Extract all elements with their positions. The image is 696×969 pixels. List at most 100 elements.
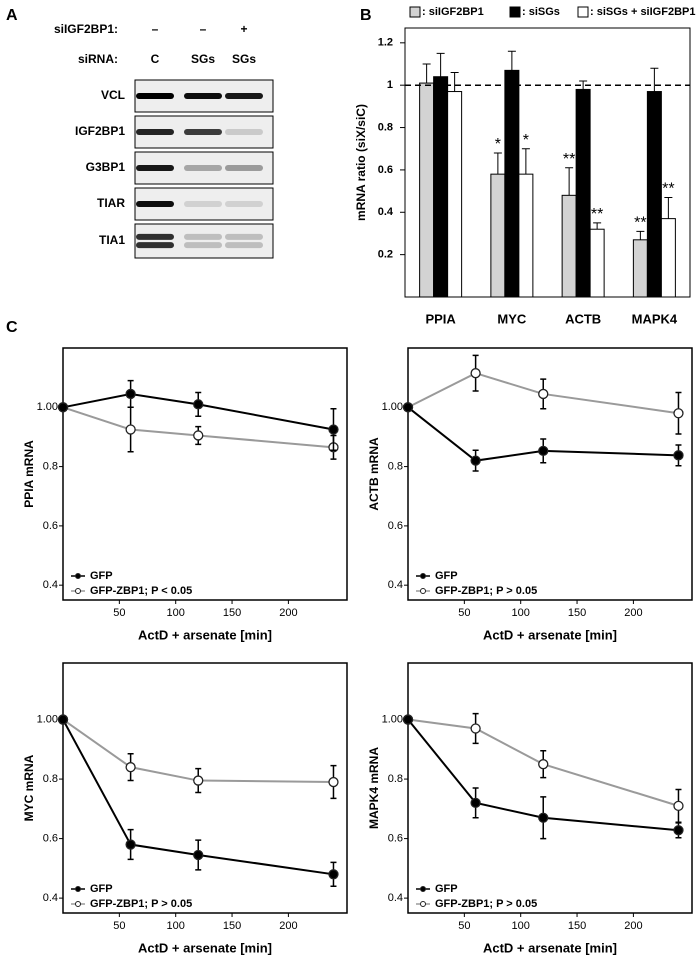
y-tick-label: 0.8 [43, 460, 58, 472]
legend-marker [420, 901, 426, 907]
blot-band [225, 129, 263, 135]
bar [575, 88, 591, 298]
blot-strip [134, 223, 274, 259]
point [538, 812, 549, 823]
error-bar [450, 71, 459, 92]
point [470, 455, 481, 466]
blot-band [136, 165, 174, 171]
bar [660, 218, 676, 298]
legend-label: : siIGF2BP1 [422, 6, 484, 18]
point [673, 800, 684, 812]
blot-band [184, 233, 222, 240]
legend-label: GFP [435, 883, 458, 895]
blot-band [184, 93, 222, 99]
blot-header-label: siIGF2BP1: [54, 22, 118, 36]
blot-lane-label: C [151, 52, 160, 66]
y-tick-label: 0.4 [43, 579, 58, 591]
point [125, 388, 136, 400]
error-bar [507, 50, 516, 71]
series-line [407, 718, 679, 807]
panel-label: B [360, 7, 372, 24]
point [470, 368, 481, 379]
blot-band [225, 165, 263, 171]
blot-band [225, 201, 263, 207]
blot-lane-label: SGs [232, 52, 256, 66]
x-tick-label: 100 [167, 920, 185, 932]
series-line [62, 719, 334, 876]
blot-band [225, 93, 263, 99]
point [125, 424, 136, 435]
error-bar [436, 52, 445, 77]
y-tick-label: 0.6 [388, 520, 403, 532]
legend-label: GFP [90, 570, 113, 582]
y-axis-label: MYC mRNA [22, 754, 36, 821]
legend-swatch [577, 6, 589, 18]
error-bar [593, 222, 602, 230]
point [470, 723, 481, 734]
point [328, 424, 339, 435]
point [125, 839, 136, 850]
significance: ** [662, 181, 674, 198]
plot-frame [407, 662, 693, 914]
x-tick-label: 200 [279, 607, 297, 619]
y-tick-label: 0.8 [388, 773, 403, 785]
series-line [62, 406, 334, 449]
blot-band [136, 129, 174, 135]
x-tick-label: PPIA [425, 311, 456, 326]
blot-row-label: TIAR [97, 196, 125, 210]
x-tick-label: 150 [223, 607, 241, 619]
legend-label: GFP-ZBP1; P > 0.05 [435, 898, 537, 910]
legend-marker [75, 886, 81, 892]
blot-lane-label: SGs [191, 52, 215, 66]
blot-lane-label: – [200, 22, 207, 36]
y-tick-label: 1.00 [382, 713, 403, 725]
x-tick-label: 50 [458, 920, 470, 932]
x-tick-label: 50 [113, 920, 125, 932]
legend-label: GFP [90, 883, 113, 895]
y-tick-label: 0.6 [43, 520, 58, 532]
x-tick-label: 50 [113, 607, 125, 619]
point [673, 825, 684, 836]
blot-row-label: TIA1 [99, 233, 125, 247]
point [470, 797, 481, 809]
x-tick-label: MYC [497, 311, 527, 326]
blot-lane-label: + [240, 22, 247, 36]
blot-band [184, 165, 222, 171]
legend-label: GFP-ZBP1; P > 0.05 [90, 898, 192, 910]
x-tick-label: 100 [167, 607, 185, 619]
x-tick-label: 150 [223, 920, 241, 932]
x-tick-label: 200 [279, 920, 297, 932]
y-tick-label: 0.6 [378, 164, 393, 176]
blot-band [184, 201, 222, 207]
series-line [62, 392, 334, 431]
bar [447, 91, 463, 298]
point [538, 759, 549, 770]
y-tick-label: 0.4 [43, 892, 58, 904]
point [402, 714, 414, 725]
legend-marker [420, 588, 426, 594]
bar [518, 173, 534, 298]
y-tick-label: 0.2 [378, 249, 393, 261]
bar [632, 239, 648, 298]
series-line [62, 718, 334, 784]
point [402, 402, 414, 413]
blot-band [184, 129, 222, 135]
error-bar [521, 148, 530, 175]
bar [589, 228, 605, 298]
point [193, 775, 204, 786]
x-axis-label: ActD + arsenate [min] [138, 627, 272, 642]
x-axis-label: ActD + arsenate [min] [483, 627, 617, 642]
significance: * [523, 132, 529, 149]
plot-frame [404, 27, 691, 298]
legend-swatch [509, 6, 521, 18]
y-axis-label: ACTB mRNA [367, 437, 381, 511]
error-bar [636, 230, 645, 240]
bar [490, 173, 506, 298]
point [328, 776, 339, 788]
series-line [407, 372, 679, 415]
x-tick-label: 200 [624, 607, 642, 619]
y-tick-label: 0.4 [388, 892, 403, 904]
bar [646, 91, 662, 298]
blot-band [184, 242, 222, 249]
